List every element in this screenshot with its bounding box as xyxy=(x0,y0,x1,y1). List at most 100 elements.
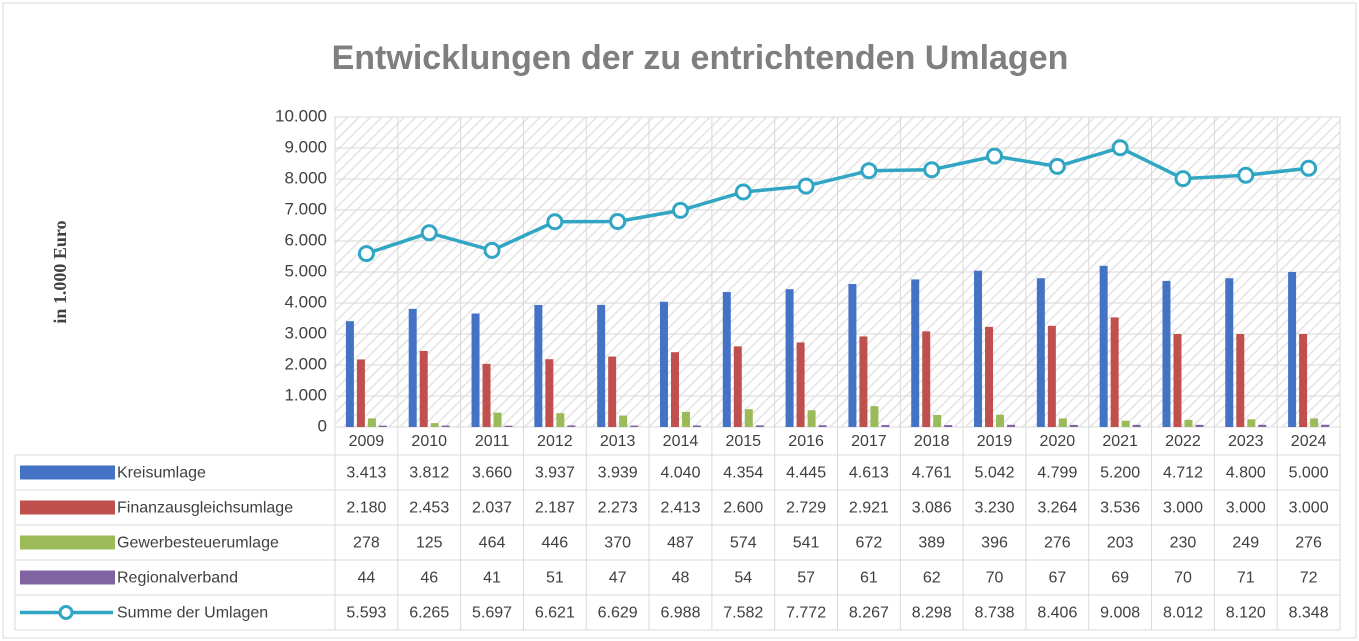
line-marker xyxy=(986,147,1004,165)
bar xyxy=(1321,424,1330,427)
line-marker xyxy=(1300,159,1318,177)
bar xyxy=(1288,272,1297,427)
bar xyxy=(1069,424,1078,427)
table-cell: 464 xyxy=(479,535,506,552)
table-cell: 8.298 xyxy=(912,605,952,622)
table-cell: 72 xyxy=(1300,570,1318,587)
table-cell: 8.406 xyxy=(1037,605,1077,622)
table-cell: 44 xyxy=(358,570,376,587)
table-cell: 230 xyxy=(1170,535,1197,552)
bar xyxy=(630,425,639,427)
table-cell: 51 xyxy=(546,570,564,587)
bar xyxy=(567,425,576,427)
bar xyxy=(922,331,931,427)
table-cell: 389 xyxy=(918,535,945,552)
bar xyxy=(881,425,890,427)
table-cell: 487 xyxy=(667,535,694,552)
table-cell: 278 xyxy=(353,535,380,552)
table-cell: 3.812 xyxy=(409,465,449,482)
table-cell: 3.939 xyxy=(598,465,638,482)
bar xyxy=(944,425,953,427)
table-cell: 2.273 xyxy=(598,500,638,517)
table-cell: 6.988 xyxy=(660,605,700,622)
table-cell: 70 xyxy=(1174,570,1192,587)
table-cell: 3.000 xyxy=(1163,500,1203,517)
line-marker xyxy=(671,201,689,219)
y-tick-label: 2.000 xyxy=(284,354,327,373)
bar xyxy=(785,289,794,427)
table-cell: 203 xyxy=(1107,535,1134,552)
table-cell: 70 xyxy=(986,570,1004,587)
table-cell: 2.413 xyxy=(660,500,700,517)
bar xyxy=(1225,278,1234,427)
bar xyxy=(482,363,491,427)
bar xyxy=(1099,265,1108,427)
table-cell: 2.600 xyxy=(723,500,763,517)
bar xyxy=(1195,424,1204,427)
bar xyxy=(722,292,731,427)
table-cell: 54 xyxy=(734,570,752,587)
table-cell: 2.180 xyxy=(346,500,386,517)
table-cell: 276 xyxy=(1295,535,1322,552)
y-tick-label: 7.000 xyxy=(284,199,327,218)
y-tick-label: 5.000 xyxy=(284,261,327,280)
bar xyxy=(670,352,679,427)
line-marker xyxy=(1048,157,1066,175)
bar xyxy=(848,283,857,427)
line-marker xyxy=(483,241,501,259)
table-cell: 3.000 xyxy=(1289,500,1329,517)
x-tick-label: 2010 xyxy=(411,433,447,450)
bar xyxy=(933,414,942,427)
table-cell: 5.593 xyxy=(346,605,386,622)
bar xyxy=(692,425,701,427)
bar xyxy=(441,425,450,427)
line-marker xyxy=(357,245,375,263)
chart-title: Entwicklungen der zu entrichtenden Umlag… xyxy=(332,39,1069,77)
line-marker xyxy=(609,213,627,231)
table-cell: 446 xyxy=(541,535,568,552)
table-cell: 4.712 xyxy=(1163,465,1203,482)
bar xyxy=(1247,419,1256,427)
table-cell: 6.629 xyxy=(598,605,638,622)
x-tick-label: 2023 xyxy=(1228,433,1264,450)
bar xyxy=(378,425,387,427)
table-cell: 3.000 xyxy=(1226,500,1266,517)
bar xyxy=(659,301,668,427)
bar xyxy=(1236,334,1245,427)
table-cell: 41 xyxy=(483,570,501,587)
table-cell: 3.937 xyxy=(535,465,575,482)
table-cell: 57 xyxy=(797,570,815,587)
bar xyxy=(408,308,417,427)
bar xyxy=(419,350,428,427)
legend-label: Kreisumlage xyxy=(117,465,206,482)
bar xyxy=(733,346,742,427)
bar xyxy=(807,410,816,427)
x-tick-label: 2024 xyxy=(1291,433,1327,450)
bar xyxy=(1184,419,1193,427)
table-cell: 9.008 xyxy=(1100,605,1140,622)
bar xyxy=(1007,424,1016,427)
table-cell: 3.230 xyxy=(975,500,1015,517)
legend-key xyxy=(20,570,115,585)
table-cell: 2.453 xyxy=(409,500,449,517)
bar xyxy=(744,409,753,427)
bar xyxy=(870,406,879,427)
bar xyxy=(859,336,868,427)
bar xyxy=(1162,280,1171,427)
table-cell: 71 xyxy=(1237,570,1255,587)
bar xyxy=(430,423,439,427)
bar xyxy=(619,415,628,427)
table-cell: 3.086 xyxy=(912,500,952,517)
bar xyxy=(974,270,983,427)
table-cell: 67 xyxy=(1048,570,1066,587)
table-cell: 8.120 xyxy=(1226,605,1266,622)
table-cell: 4.800 xyxy=(1226,465,1266,482)
x-tick-label: 2011 xyxy=(475,433,510,450)
x-tick-label: 2018 xyxy=(914,433,950,450)
legend-label: Finanzausgleichsumlage xyxy=(117,500,293,517)
table-cell: 125 xyxy=(416,535,443,552)
table-cell: 2.729 xyxy=(786,500,826,517)
line-marker xyxy=(860,162,878,180)
line-marker xyxy=(546,213,564,231)
x-tick-label: 2013 xyxy=(600,433,636,450)
